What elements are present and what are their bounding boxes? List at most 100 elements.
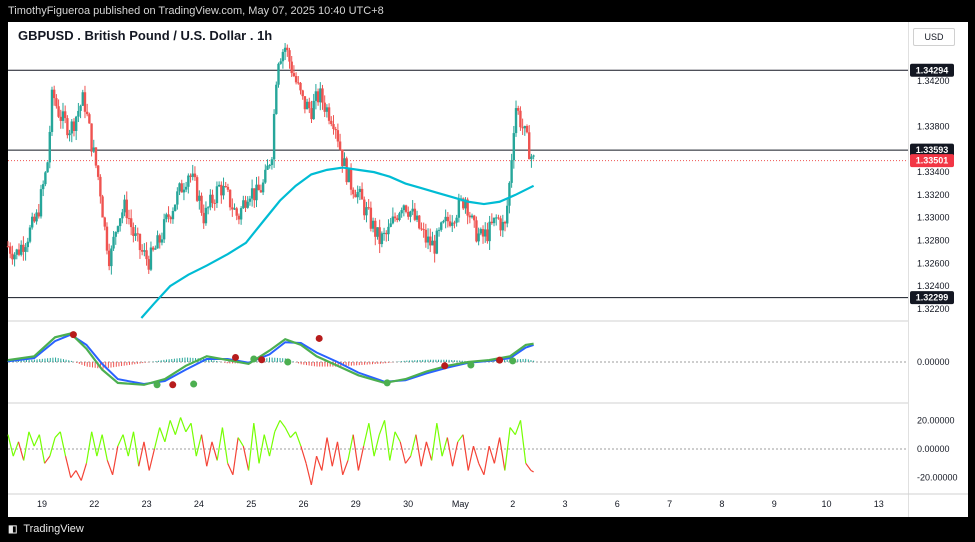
time-tick-label: 10 [821,499,831,509]
candle-body [22,244,25,252]
candle-body [490,221,494,224]
momentum-segment [80,463,88,481]
candle-body [404,205,408,212]
candle-body [314,91,318,101]
candle-body [455,217,458,223]
momentum-segment [284,427,291,438]
momentum-segment [451,441,459,467]
momentum-segment [28,431,35,447]
candle-body [242,200,245,209]
time-tick-label: 2 [510,499,515,509]
candle-body [92,147,95,152]
price-level-tag [910,63,954,77]
momentum-segment [300,445,307,464]
candle-body [220,184,223,196]
candle-body [514,108,518,134]
momentum-segment [446,437,454,467]
candle-body [451,222,454,226]
momentum-segment [530,469,534,473]
momentum-segment [33,434,40,447]
brand-name: TradingView [23,523,84,535]
candle-body [321,88,324,103]
candle-body [90,123,93,152]
candle-body [512,133,516,161]
candle-body [279,61,282,64]
momentum-segment [253,423,260,464]
candle-body [33,216,36,222]
signal-dot [69,331,77,339]
candle-body [268,165,271,167]
candle-body [83,92,87,112]
signal-dot [441,362,449,370]
price-tick-label: 1.32800 [917,236,950,246]
candle-body [224,185,227,187]
candle-body [363,199,366,216]
chart-svg: 1.32200 1.32400 1.32600 1.32800 1.33000 1.332… [6,43,968,509]
candle-body [354,194,357,198]
tradingview-logo[interactable]: ◧ TradingView [8,523,84,535]
momentum-segment [75,470,82,481]
candle-body [301,90,304,97]
momentum-segment [462,434,469,471]
candle-body [385,232,388,235]
candle-body [440,222,443,230]
candle-body [319,88,322,103]
candle-body [380,233,384,245]
momentum-segment [326,437,333,467]
candle-body [162,219,166,240]
candle-body [28,227,32,242]
candle-body [415,215,419,220]
candle-body [151,247,155,250]
price-tick-label: 1.32400 [917,281,950,291]
candle-body [468,215,472,218]
momentum-segment [148,448,156,471]
price-axis[interactable] [908,22,968,517]
candle-body [334,129,337,131]
momentum-segment [112,446,119,475]
candle-body [158,235,161,243]
candle-body [508,182,511,206]
currency-button[interactable]: USD [913,28,955,46]
candle-body [140,250,144,252]
candle-body [149,247,153,270]
momentum-segment [64,456,72,478]
momentum-segment [96,434,103,457]
candle-body [327,107,331,121]
candle-body [277,63,280,85]
candle-body [253,188,256,201]
candle-body [374,220,377,237]
momentum-segment [38,434,46,464]
momentum-segment [7,434,14,457]
price-tick-label: 1.33400 [917,167,950,177]
signal-dot [232,353,240,361]
candle-body [336,130,340,142]
price-tick-label: 1.34200 [917,76,950,86]
momentum-segment [415,434,422,467]
candle-body [6,246,10,248]
momentum-segment [44,455,51,464]
momentum-segment [70,470,77,479]
candle-body [382,232,386,234]
candle-body [396,218,399,221]
candle-body [209,194,212,208]
price-level-tag [910,143,954,157]
candle-body [517,108,520,111]
candle-body [235,208,238,216]
right-edge [968,22,975,542]
signal-dot [496,356,504,364]
candle-body [305,101,309,110]
candle-body [312,100,315,120]
candle-body [411,208,414,212]
candle-body [228,189,232,208]
candle-body [101,196,104,218]
momentum-segment [274,420,281,433]
candle-body [407,211,410,217]
momentum-segment [472,445,480,464]
momentum-segment [488,445,495,464]
momentum-tick-label: -20.00000 [917,473,958,483]
candle-body [448,221,452,226]
price-level-label: 1.33593 [916,145,949,155]
candle-body [398,213,401,221]
candle-body [297,82,300,84]
candle-body [429,236,432,246]
